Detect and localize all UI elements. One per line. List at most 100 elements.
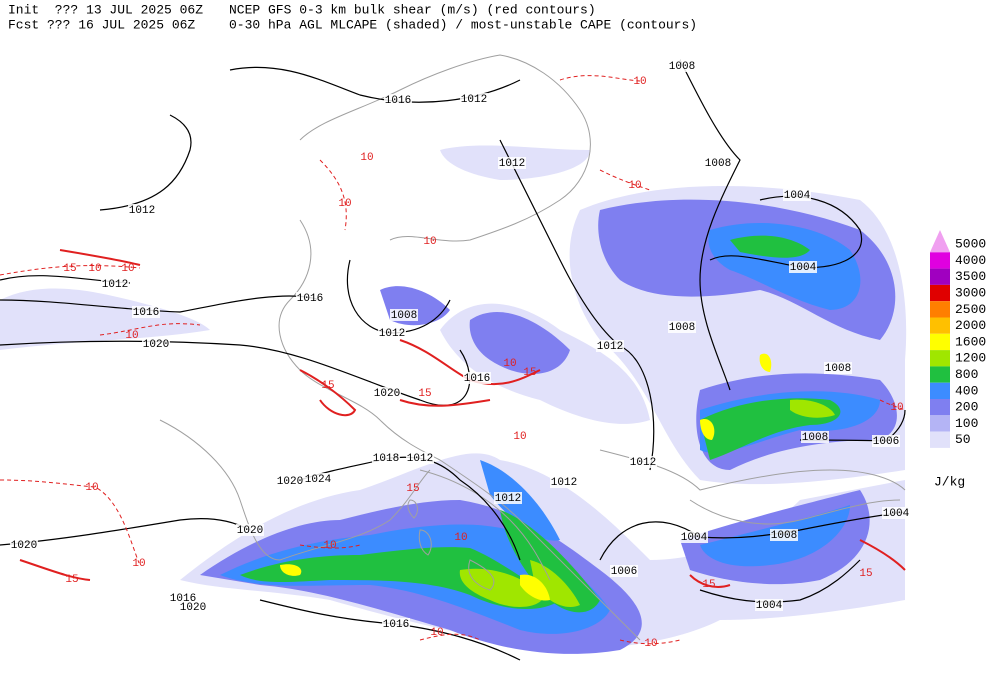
- shear-contour: [59, 249, 357, 417]
- isobar-label: 1020: [374, 388, 400, 400]
- cape-1200: [459, 568, 545, 607]
- legend-swatch: [930, 382, 950, 399]
- shear-label: 15: [702, 579, 715, 591]
- isobar-label-bg: [498, 157, 526, 169]
- shear-label: 10: [890, 402, 903, 414]
- isobar-label-bg: [882, 507, 910, 519]
- isobar: [0, 295, 321, 313]
- isobar-label-bg: [372, 452, 400, 464]
- legend-label: 5000: [955, 237, 986, 252]
- isobar-label-bg: [276, 475, 304, 487]
- cape-shading: [0, 145, 907, 654]
- isobar-label-bg: [296, 292, 324, 304]
- isobar-label-bg: [596, 340, 624, 352]
- legend-swatch: [930, 268, 950, 285]
- shear-label: 15: [418, 388, 431, 400]
- shear-label: 10: [513, 431, 526, 443]
- isobar-label: 1012: [630, 457, 656, 469]
- isobar-label: 1016: [464, 373, 490, 385]
- isobar-label-bg: [132, 306, 160, 318]
- isobar-label-bg: [179, 601, 207, 613]
- isobar-label: 1008: [391, 310, 417, 322]
- isobar-label-bg: [384, 94, 412, 106]
- isobar-label: 1018: [373, 453, 399, 465]
- isobar-label: 1012: [407, 453, 433, 465]
- coastline: [419, 469, 551, 591]
- legend-swatch: [930, 366, 950, 383]
- shear-label: 15: [63, 263, 76, 275]
- isobar-label-bg: [390, 309, 418, 321]
- isobar-label-bg: [872, 435, 900, 447]
- shear-label: 10: [85, 482, 98, 494]
- shear-label: 10: [628, 180, 641, 192]
- shear-label: 15: [859, 568, 872, 580]
- isobar-label: 1012: [499, 158, 525, 170]
- coastline: [407, 499, 432, 556]
- shear-contour: [0, 265, 201, 336]
- legend-swatch: [930, 350, 950, 367]
- shear-label: 10: [323, 540, 336, 552]
- isobar-label-bg: [801, 431, 829, 443]
- isobar-label-bg: [610, 565, 638, 577]
- shear-label: 10: [454, 532, 467, 544]
- cape-200: [469, 311, 570, 374]
- legend-label: 100: [955, 416, 978, 431]
- isobar-label: 1016: [385, 95, 411, 107]
- isobar-label-bg: [304, 473, 332, 485]
- isobar-label: 1020: [180, 602, 206, 614]
- header-fcst: Fcst ??? 16 JUL 2025 06Z: [8, 17, 195, 32]
- cape-1600: [280, 564, 302, 576]
- coastline: [299, 54, 591, 242]
- cape-1600: [520, 574, 550, 601]
- isobar-label: 1006: [611, 566, 637, 578]
- isobar-label-bg: [550, 476, 578, 488]
- isobar: [599, 511, 906, 561]
- isobar-label-bg: [101, 278, 129, 290]
- isobar-label: 1012: [102, 279, 128, 291]
- isobar-label: 1012: [495, 493, 521, 505]
- isobar-label: 1012: [597, 341, 623, 353]
- legend-unit: J/kg: [934, 474, 965, 489]
- isobar-label: 1006: [873, 436, 899, 448]
- isobar-label: 1008: [802, 432, 828, 444]
- cape-800: [730, 235, 810, 258]
- isobar-label: 1016: [297, 293, 323, 305]
- legend-label: 1600: [955, 334, 986, 349]
- legend-swatch: [930, 252, 950, 269]
- shear-label: 10: [423, 236, 436, 248]
- legend-swatch: [930, 317, 950, 334]
- header-init: Init ??? 13 JUL 2025 06Z: [8, 2, 203, 17]
- isobar-label: 1008: [771, 530, 797, 542]
- isobar-label-bg: [824, 362, 852, 374]
- shear-label: 15: [65, 574, 78, 586]
- isobar-label-bg: [494, 492, 522, 504]
- isobar: [699, 559, 861, 603]
- isobar-label: 1012: [551, 477, 577, 489]
- cape-50: [0, 288, 210, 350]
- isobar-label-bg: [629, 456, 657, 468]
- legend-swatch: [930, 399, 950, 416]
- isobar-label-bg: [10, 539, 38, 551]
- legend-label: 3000: [955, 285, 986, 300]
- legend-swatch: [930, 431, 950, 448]
- legend-swatch: [930, 284, 950, 302]
- isobar-label: 1024: [305, 474, 332, 486]
- isobar: [709, 195, 863, 269]
- isobar-label-bg: [783, 189, 811, 201]
- cape-1200: [530, 560, 580, 608]
- isobar-label: 1020: [277, 476, 303, 488]
- isobar: [0, 114, 192, 284]
- isobar-label: 1020: [237, 525, 263, 537]
- isobar-label-bg: [680, 531, 708, 543]
- legend-swatch: [930, 301, 950, 318]
- isobar-label: 1008: [669, 322, 695, 334]
- shear-label: 10: [338, 198, 351, 210]
- isobar-label-bg: [463, 372, 491, 384]
- shear-label: 10: [430, 627, 443, 639]
- header-fields: 0-30 hPa AGL MLCAPE (shaded) / most-unst…: [229, 17, 697, 32]
- coastline: [159, 419, 431, 561]
- legend-label: 3500: [955, 269, 986, 284]
- isobar-label-bg: [668, 321, 696, 333]
- contour-labels: 1016 1012 1008 1012 1012 1008 1004 1004 1012 1016…: [10, 60, 910, 650]
